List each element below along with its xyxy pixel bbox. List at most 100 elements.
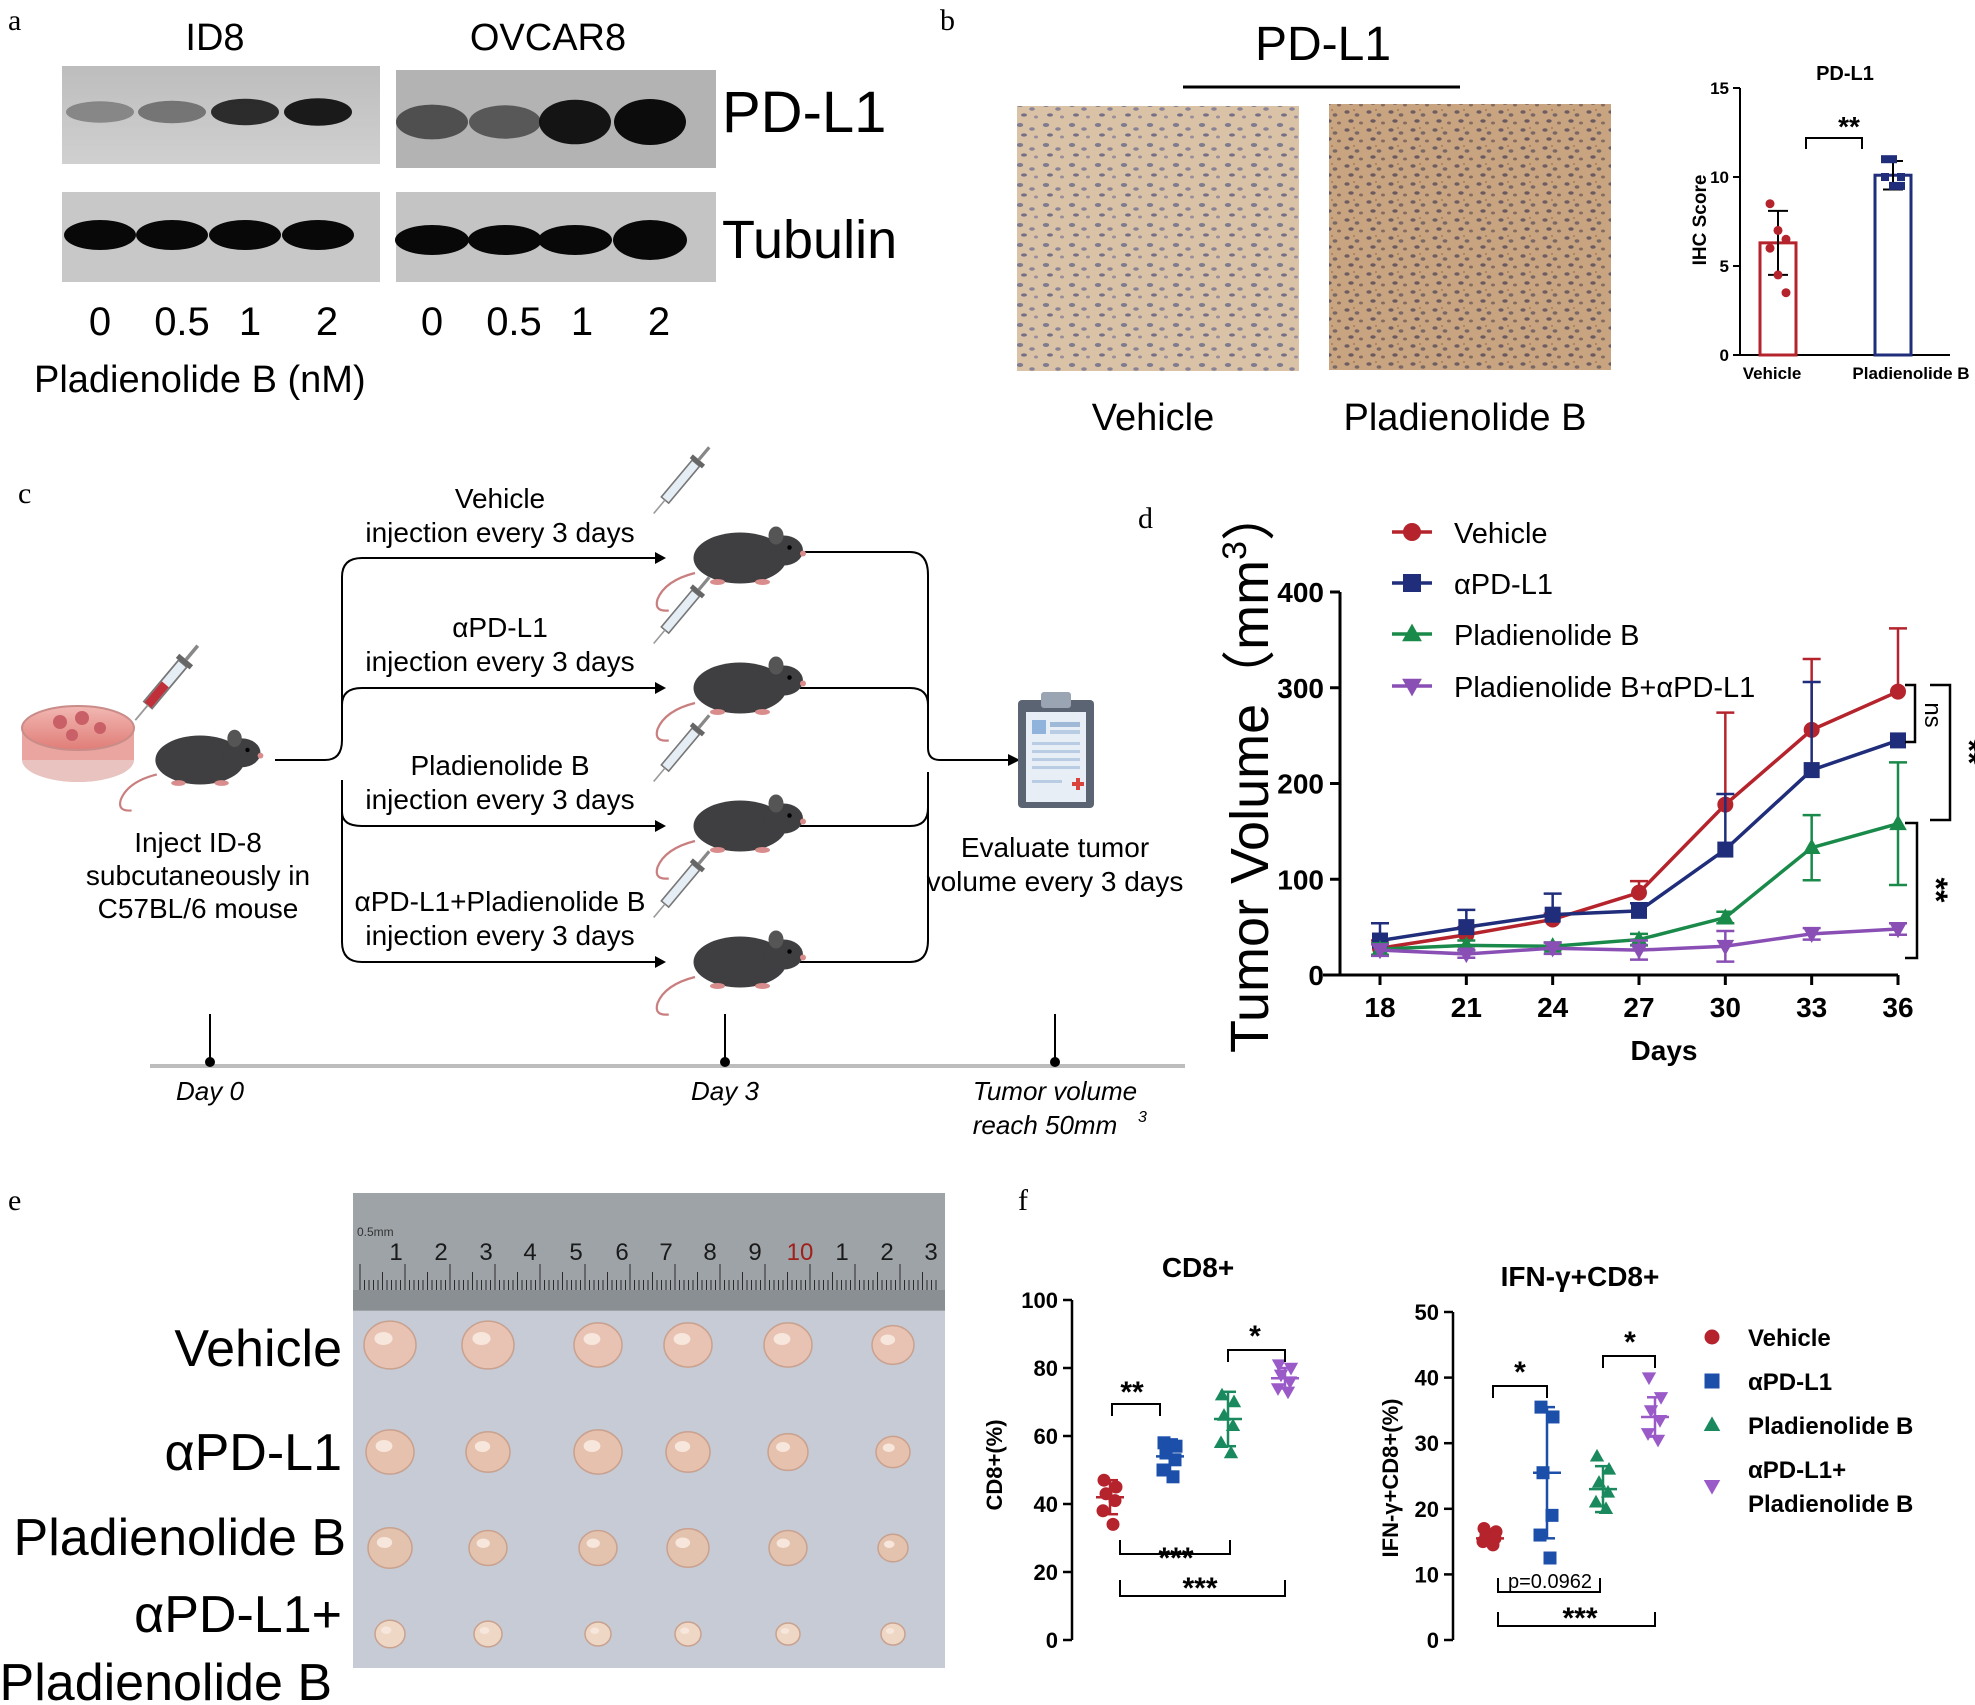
f-data-point	[1601, 1461, 1617, 1475]
timeline-ticks	[205, 1014, 1060, 1067]
f-data-point	[1108, 1494, 1122, 1508]
ifn-sig-d: ***	[1562, 1602, 1597, 1635]
row-label-combo-1: αPD-L1+	[134, 1586, 342, 1644]
tumor-sig-brackets	[1905, 683, 1952, 960]
cd8-sig-d: ***	[1182, 1572, 1217, 1605]
ihc-category-label: Pladienolide B	[1852, 364, 1969, 383]
timeline-bar	[150, 1064, 1185, 1068]
mouse-foot	[214, 780, 229, 786]
tumor-line-chart: 0 100 200 300 400 18 21 24 27 30 33 36	[1277, 577, 1913, 1023]
f-data-point	[1096, 1504, 1110, 1518]
tumor-sample	[365, 1429, 415, 1475]
tumor-legend-label: αPD-L1	[1454, 569, 1553, 601]
tumor-x-tick-label: 18	[1364, 992, 1395, 1023]
tumor-ylabel-sup: 3	[1216, 541, 1254, 560]
mouse-eye	[787, 813, 792, 818]
panel-a: a ID8 OVCAR8 PD-L1 Tubulin 0 0.5 1 2 0 0…	[8, 4, 897, 401]
panel-e: e 1 2 3 4 5 6 7 8 9 10 1 2 3 0.5mm Vehicle αPD-L1 Pl…	[0, 1184, 945, 1705]
tumor-legend-label: Pladienolide B	[1454, 620, 1639, 652]
tumor-legend: Vehicle αPD-L1 Pladienolide B Pladienolide …	[1392, 518, 1755, 704]
tumor-y-tick-label: 200	[1277, 769, 1324, 800]
syringe-icon	[134, 644, 200, 721]
ruler-number: 10	[787, 1239, 814, 1266]
tumor-data-point	[1371, 943, 1389, 960]
f-data-point	[1643, 1405, 1659, 1418]
group-mouse-icon	[655, 794, 806, 880]
ruler-number: 4	[523, 1239, 536, 1266]
band-id8-pdl1	[138, 100, 206, 124]
f-legend-marker	[1704, 1373, 1720, 1389]
group-mouse-icon	[655, 930, 806, 1016]
tumor-highlight	[583, 1440, 601, 1452]
tumor-sample	[578, 1529, 618, 1567]
group-3-name: Pladienolide B	[410, 750, 589, 781]
syringe-fill	[144, 681, 169, 708]
ihc-significance: **	[1838, 111, 1860, 142]
panel-letter-e: e	[8, 1184, 21, 1217]
mouse-ear	[768, 930, 784, 949]
ifn-scatter-chart: 0 10 20 30 40 50	[1415, 1300, 1669, 1653]
mouse-icon	[119, 729, 264, 812]
ruler-number: 3	[924, 1239, 937, 1266]
mouse-ear	[768, 656, 784, 675]
tumor-sample	[880, 1622, 906, 1646]
mouse-eye	[787, 949, 792, 954]
ruler-number: 7	[659, 1239, 672, 1266]
group-4-name: αPD-L1+Pladienolide B	[355, 886, 646, 917]
dose-ovcar8-0: 0	[421, 300, 443, 344]
tumor-legend-label: Vehicle	[1454, 518, 1548, 550]
tumor-highlight	[586, 1538, 600, 1548]
group-2-schedule: injection every 3 days	[365, 646, 634, 677]
syringe-barrel	[660, 727, 701, 773]
syringe-barrel	[660, 863, 701, 909]
syringe-flange	[689, 858, 706, 873]
f-y-tick-label: 60	[1034, 1424, 1058, 1449]
f-data-point	[1166, 1470, 1180, 1484]
mouse-body	[693, 800, 787, 852]
tumor-sample	[666, 1527, 710, 1569]
panel-letter-c: c	[18, 477, 31, 510]
band-id8-tubulin	[209, 220, 281, 250]
syringe-needle	[653, 499, 666, 514]
tumor-sample	[665, 1431, 711, 1473]
tumor-highlight	[474, 1441, 491, 1452]
tumor-x-tick-label: 30	[1710, 992, 1741, 1023]
ruler-number: 2	[880, 1239, 893, 1266]
row-label-vehicle: Vehicle	[174, 1320, 342, 1378]
ihc-point	[1765, 243, 1775, 253]
timeline-end-2: reach 50mm	[973, 1110, 1118, 1140]
mouse-eye	[787, 675, 792, 680]
tumor-sample	[473, 1620, 503, 1648]
f-data-point	[1109, 1480, 1123, 1494]
tumor-sample	[763, 1322, 813, 1368]
flow-lines	[275, 551, 1010, 963]
tumor-sample	[768, 1529, 808, 1567]
tumor-samples	[363, 1320, 915, 1649]
mouse-foot	[710, 847, 725, 853]
timeline-end-1: Tumor volume	[973, 1076, 1137, 1106]
ihc-chart-ylabel: IHC Score	[1690, 175, 1711, 266]
mouse-body	[693, 662, 787, 714]
protein-pdl1: PD-L1	[722, 80, 886, 145]
dose-id8-05: 0.5	[154, 300, 210, 344]
tumor-x-tick-label: 33	[1796, 992, 1827, 1023]
f-data-point	[1591, 1475, 1607, 1488]
tumor-data-point	[1802, 838, 1821, 855]
f-data-point	[1588, 1494, 1604, 1508]
f-data-point	[1476, 1535, 1490, 1549]
ihc-point	[1881, 173, 1889, 181]
f-y-tick-label: 20	[1034, 1560, 1058, 1585]
syringe-flange	[175, 653, 194, 670]
mouse-body	[693, 936, 787, 988]
f-y-tick-label: 100	[1021, 1288, 1058, 1313]
group-syringe-icon	[653, 714, 711, 782]
f-data-point	[1106, 1517, 1120, 1531]
f-data-point	[1280, 1386, 1296, 1400]
f-data-point	[1157, 1436, 1171, 1450]
band-ovcar8-pdl1	[396, 104, 468, 140]
band-id8-pdl1	[66, 101, 134, 123]
band-id8-pdl1	[284, 98, 352, 126]
f-data-point	[1099, 1487, 1113, 1501]
